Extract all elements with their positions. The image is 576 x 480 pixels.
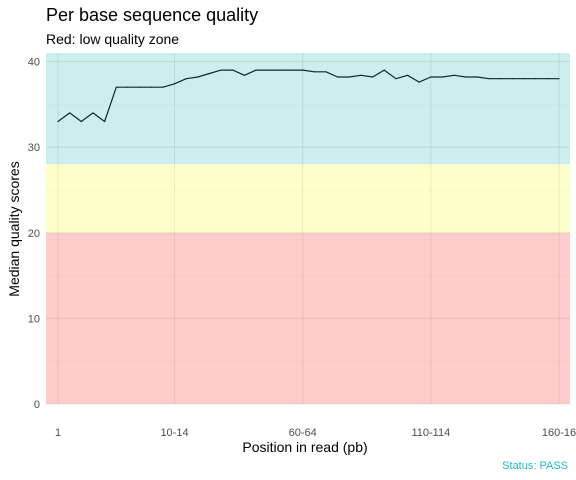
data-point <box>430 76 432 78</box>
grid-lines <box>46 53 570 405</box>
data-point <box>197 76 199 78</box>
x-tick-label: 1 <box>55 427 61 439</box>
x-tick-label: 160-16 <box>542 427 576 439</box>
data-point <box>325 71 327 73</box>
data-point <box>232 69 234 71</box>
data-point <box>511 78 513 80</box>
data-point <box>418 81 420 83</box>
data-point <box>337 76 339 78</box>
data-point <box>488 78 490 80</box>
x-tick-label: 110-114 <box>411 427 450 439</box>
data-point <box>80 120 82 123</box>
x-tick-label: 10-14 <box>160 427 188 439</box>
data-point <box>290 69 292 71</box>
y-tick-label: 0 <box>34 399 40 411</box>
data-point <box>500 78 502 80</box>
data-point <box>406 74 409 76</box>
data-point <box>523 78 525 80</box>
data-point <box>476 76 479 78</box>
y-tick-labels: 0 10 20 30 40 <box>28 57 40 411</box>
data-point <box>465 76 467 78</box>
zone-band-0 <box>46 232 570 404</box>
data-point <box>208 72 211 75</box>
data-point <box>383 69 385 71</box>
data-point <box>150 86 152 88</box>
data-point <box>220 69 222 71</box>
data-point <box>278 69 280 71</box>
data-point <box>371 76 374 78</box>
data-point <box>453 74 455 76</box>
data-point <box>313 71 315 73</box>
data-point <box>162 86 164 88</box>
data-point <box>185 78 187 80</box>
data-point <box>173 83 176 85</box>
data-point <box>441 76 444 78</box>
data-point <box>57 120 59 123</box>
data-point <box>115 86 117 88</box>
data-point <box>360 74 362 76</box>
status-caption: Status: PASS <box>502 460 568 472</box>
data-point <box>255 69 257 71</box>
data-point <box>302 69 304 71</box>
y-axis-label: Median quality scores <box>6 161 22 297</box>
x-axis-label: Position in read (pb) <box>242 439 368 455</box>
zone-band-1 <box>46 164 570 233</box>
quality-zones <box>46 53 570 404</box>
data-point <box>546 78 548 80</box>
data-point <box>138 86 141 88</box>
x-tick-labels: 1 10-14 60-64 110-114 160-16 <box>55 427 576 439</box>
data-point <box>127 86 129 88</box>
y-tick-label: 20 <box>28 228 40 240</box>
data-point <box>348 76 350 78</box>
y-tick-label: 10 <box>28 313 40 325</box>
data-point <box>243 74 246 76</box>
data-point <box>104 120 106 123</box>
series-line-group <box>57 69 560 123</box>
data-point <box>395 78 397 80</box>
data-point <box>69 112 71 114</box>
y-tick-label: 30 <box>28 142 40 154</box>
data-point <box>267 69 269 71</box>
y-tick-label: 40 <box>28 57 40 69</box>
data-point <box>92 112 94 114</box>
data-point <box>535 78 537 80</box>
data-point <box>558 78 560 80</box>
zone-band-2 <box>46 53 570 165</box>
series-line <box>57 69 559 123</box>
chart-subtitle: Red: low quality zone <box>46 31 180 47</box>
x-tick-label: 60-64 <box>289 427 317 439</box>
chart-title: Per base sequence quality <box>46 5 259 25</box>
